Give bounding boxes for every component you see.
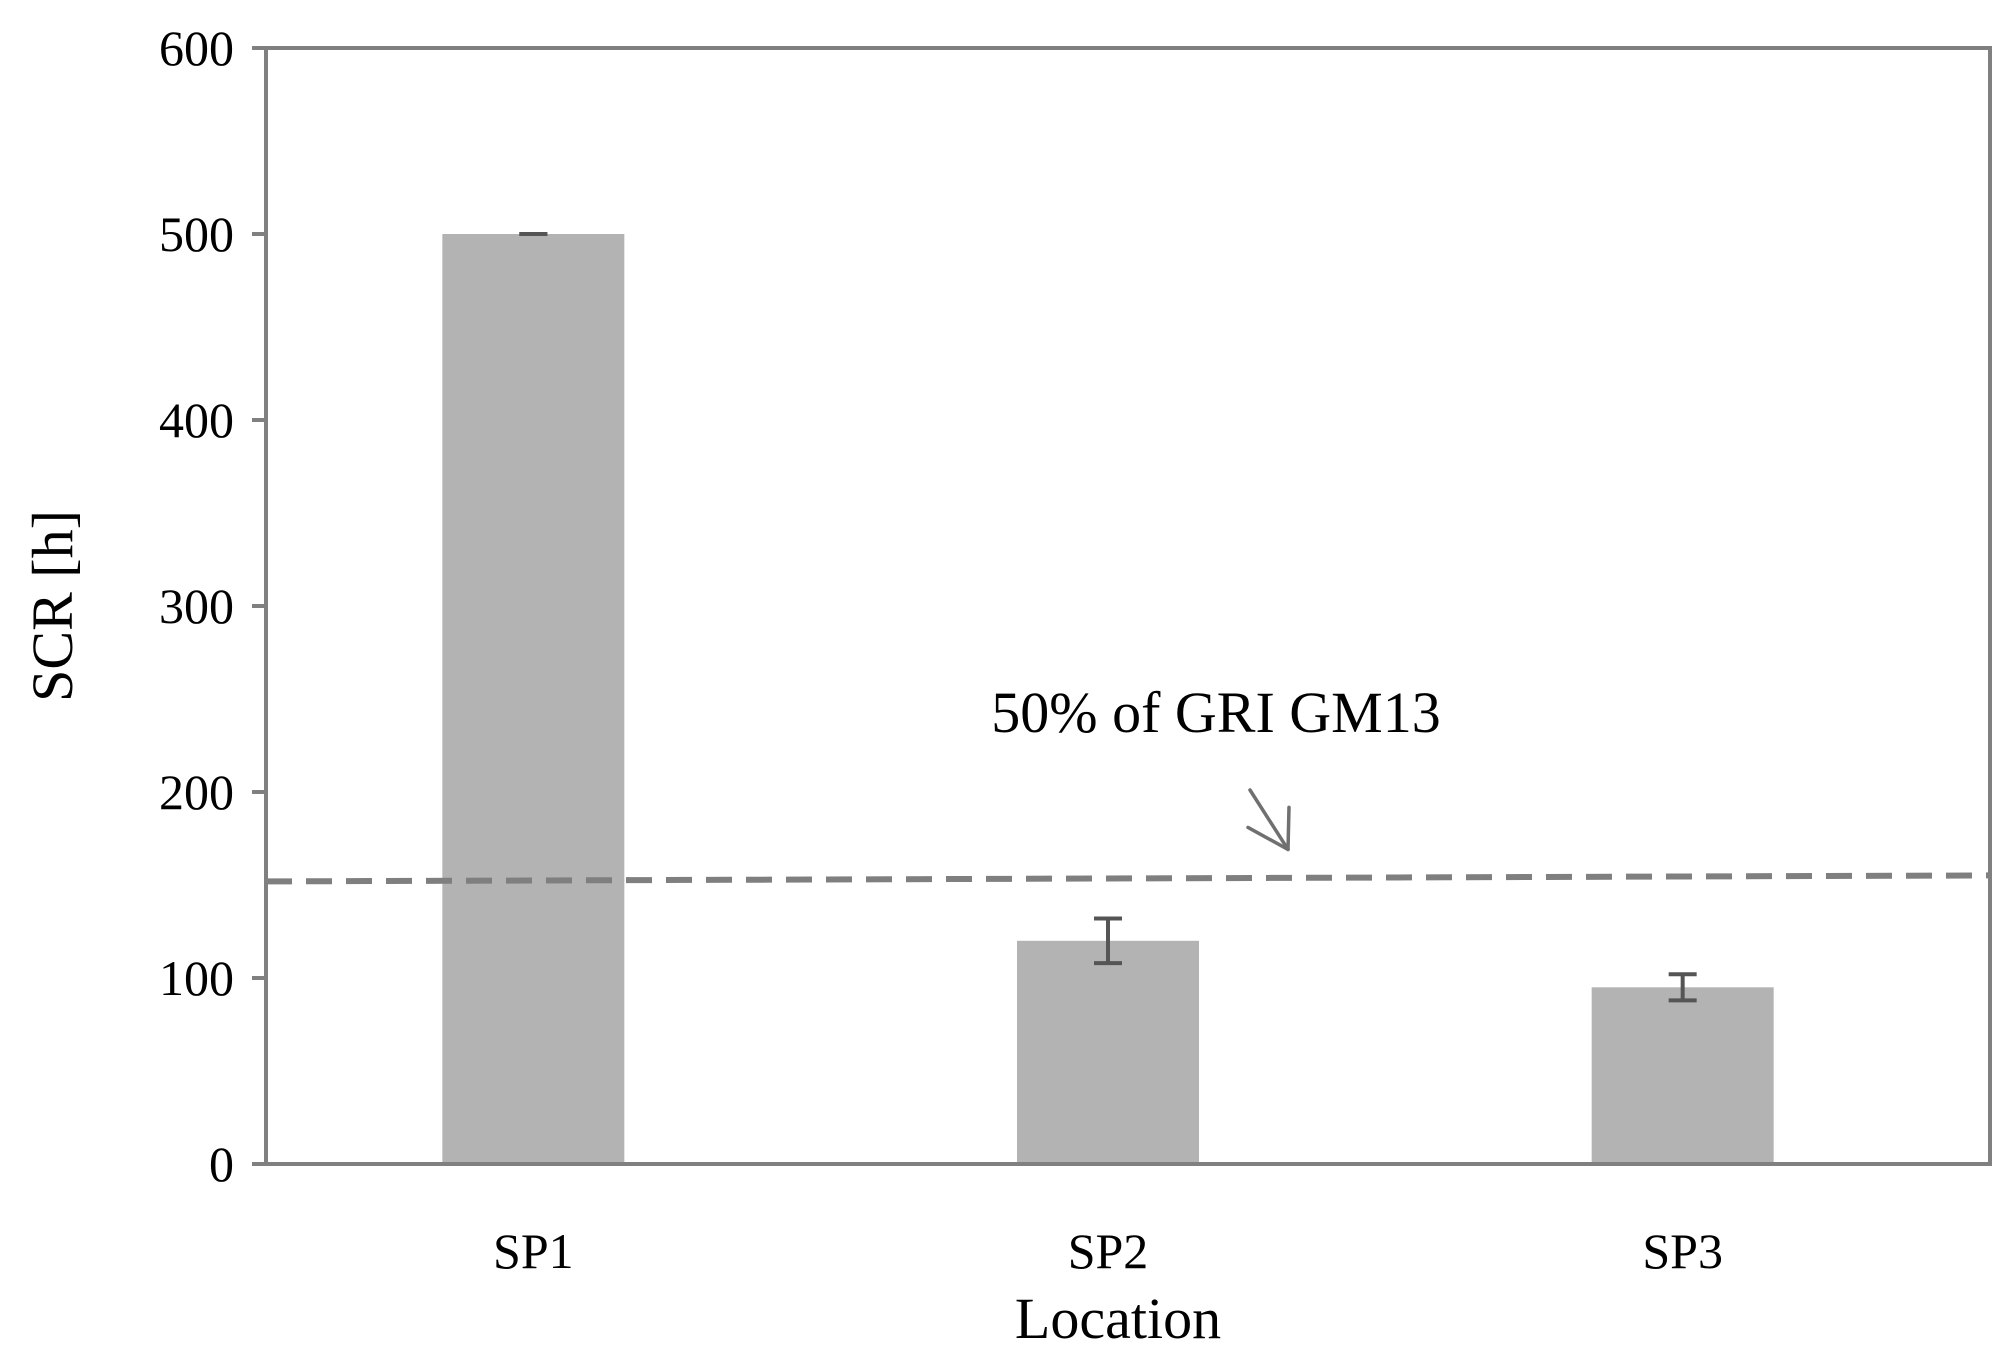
y-axis-title: SCR [h] [20, 510, 85, 702]
bar-sp1 [442, 234, 625, 1164]
annotation-arrow [1246, 788, 1291, 852]
x-tick-label-sp2: SP2 [1068, 1223, 1149, 1279]
error-bar-sp2 [1094, 916, 1122, 966]
reference-line-layer [265, 788, 1991, 885]
bars-layer [442, 234, 1774, 1164]
y-tick-label-200: 200 [159, 764, 234, 820]
error-bars-layer [519, 232, 1697, 1003]
y-tick-label-500: 500 [159, 206, 234, 262]
error-bar-sp3 [1668, 972, 1697, 1003]
axis-layer [252, 46, 1992, 1166]
x-tick-labels: SP1 SP2 SP3 [493, 1223, 1723, 1279]
y-tick-label-600: 600 [159, 20, 234, 76]
reference-line [265, 872, 1991, 885]
reference-line-label: 50% of GRI GM13 [991, 680, 1440, 745]
x-tick-label-sp3: SP3 [1642, 1223, 1723, 1279]
y-tick-label-100: 100 [159, 950, 234, 1006]
y-tick-label-300: 300 [159, 578, 234, 634]
bar-sp3 [1591, 987, 1774, 1164]
x-tick-label-sp1: SP1 [493, 1223, 574, 1279]
y-tick-labels: 0 100 200 300 400 500 600 [159, 20, 234, 1192]
x-axis-title: Location [1015, 1286, 1221, 1351]
bar-sp2 [1017, 940, 1199, 1164]
y-tick-label-0: 0 [209, 1136, 234, 1192]
y-tick-label-400: 400 [159, 392, 234, 448]
